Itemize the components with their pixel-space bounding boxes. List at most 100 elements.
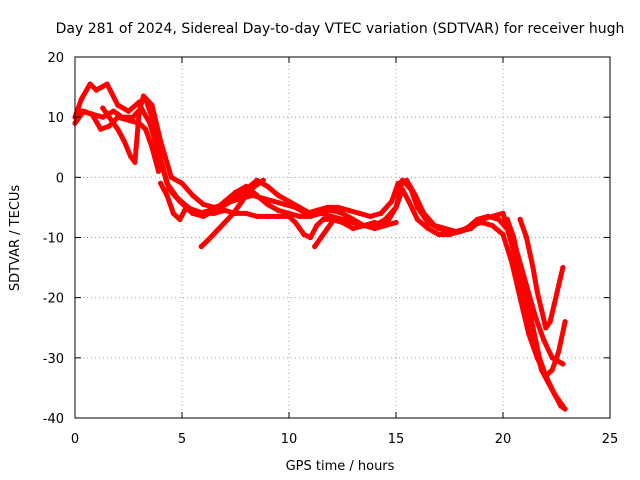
data-point [149, 102, 155, 108]
data-point [357, 210, 363, 216]
data-point [329, 207, 335, 213]
data-point [532, 313, 538, 319]
data-point [243, 210, 249, 216]
data-point [436, 225, 442, 232]
data-point [78, 108, 84, 114]
data-point [106, 123, 112, 129]
data-point [479, 216, 485, 222]
y-tick-label: -20 [43, 292, 64, 307]
data-point [500, 231, 506, 238]
data-point [320, 216, 326, 222]
data-point [532, 343, 538, 349]
series-5 [78, 108, 162, 174]
x-tick-label: 20 [495, 432, 512, 447]
data-point [350, 225, 356, 232]
data-point [89, 111, 95, 117]
data-point [179, 180, 185, 186]
data-point [339, 210, 346, 216]
data-point [318, 207, 324, 213]
data-point [232, 189, 239, 195]
data-point [425, 219, 431, 226]
data-point [389, 198, 395, 204]
x-tick-label: 15 [388, 432, 405, 447]
data-point [265, 201, 271, 207]
data-point [468, 225, 474, 232]
data-point [143, 126, 149, 132]
data-point [115, 126, 121, 132]
data-point [247, 186, 254, 192]
data-point [350, 216, 356, 222]
data-point [115, 114, 121, 120]
data-point [140, 93, 147, 99]
data-point [526, 319, 532, 325]
y-tick-label: 0 [56, 171, 64, 186]
data-point [254, 213, 260, 219]
data-point [318, 234, 324, 241]
data-point [297, 204, 303, 210]
data-point [175, 195, 181, 201]
data-point [562, 319, 568, 325]
data-point [104, 81, 110, 87]
data-series-group [72, 81, 568, 412]
data-point [556, 283, 562, 289]
data-point [128, 153, 134, 159]
data-point [393, 219, 399, 226]
data-point [457, 228, 463, 235]
x-tick-label: 5 [178, 432, 186, 447]
data-point [414, 216, 420, 222]
data-point [158, 180, 164, 186]
data-point [339, 219, 346, 226]
data-point [271, 198, 277, 204]
x-tick-label: 25 [602, 432, 619, 447]
data-point [547, 319, 553, 325]
data-point [292, 219, 298, 226]
data-point [230, 210, 236, 216]
data-point [106, 114, 112, 120]
data-point [222, 207, 228, 213]
data-point [200, 201, 206, 207]
data-point [260, 177, 266, 183]
data-point [367, 213, 373, 219]
data-point [155, 150, 162, 156]
y-tick-label: 10 [47, 111, 64, 126]
data-point [260, 195, 266, 201]
data-point [549, 367, 555, 373]
data-point [314, 222, 320, 229]
data-point [406, 198, 412, 204]
data-point [250, 192, 256, 198]
y-tick-label: -10 [43, 232, 64, 247]
data-point [346, 207, 352, 213]
data-point [239, 198, 245, 204]
data-point [275, 213, 281, 219]
data-point [211, 210, 217, 216]
data-point [372, 225, 378, 232]
data-point [509, 259, 515, 265]
data-point [170, 210, 176, 216]
data-point [414, 204, 420, 210]
series-line [500, 210, 568, 412]
data-point [538, 367, 545, 373]
data-point [93, 87, 99, 93]
data-point [436, 231, 442, 238]
data-point [324, 225, 331, 232]
data-point [446, 228, 453, 235]
data-point [558, 403, 564, 409]
data-point [198, 243, 204, 250]
chart-title: Day 281 of 2024, Sidereal Day-to-day VTE… [56, 21, 625, 37]
data-point [500, 210, 506, 216]
data-point [282, 201, 288, 207]
y-axis-label: SDTVAR / TECUs [8, 185, 23, 292]
data-point [551, 391, 558, 397]
data-point [177, 216, 183, 222]
data-point [192, 207, 198, 213]
data-point [222, 201, 228, 207]
data-point [98, 126, 104, 132]
data-point [121, 138, 127, 144]
series-9 [517, 216, 566, 331]
data-point [489, 222, 495, 229]
data-point [168, 174, 174, 180]
series-line [517, 216, 566, 331]
data-point [312, 243, 318, 250]
data-point [200, 210, 206, 216]
series-line [312, 216, 337, 249]
